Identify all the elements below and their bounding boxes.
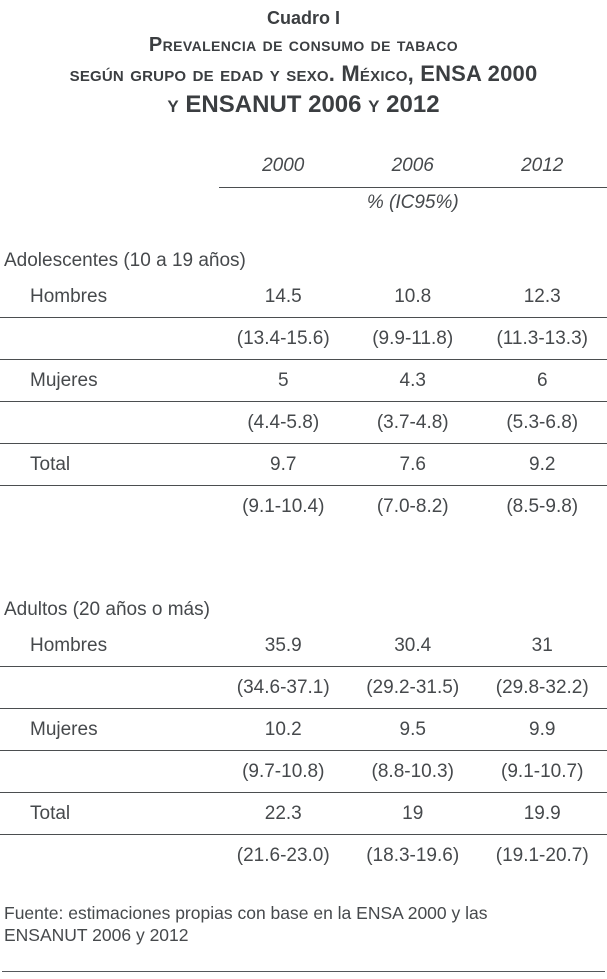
ci-2000: (34.6-37.1) (218, 666, 348, 709)
section-label: Adolescentes (10 a 19 años) (4, 250, 246, 271)
table-title: Cuadro I Prevalencia de consumo de tabac… (0, 0, 607, 121)
value-2000: 35.9 (218, 625, 348, 667)
ci-2006: (7.0-8.2) (376, 495, 449, 517)
ci-row-adolescentes-hombres: (13.4-15.6) (9.9-11.8) (11.3-13.3) (0, 317, 607, 360)
ci-row-adultos-hombres: (34.6-37.1) (29.2-31.5) (29.8-32.2) (0, 666, 607, 709)
ci-2012: (9.1-10.7) (477, 750, 607, 793)
value-2012: 19.9 (477, 792, 607, 835)
ci-2012: (5.3-6.8) (477, 401, 607, 444)
row-label: Mujeres (0, 359, 219, 402)
table-number: Cuadro I (266, 8, 340, 28)
empty-cell (0, 750, 219, 793)
table-row-adolescentes-mujeres: Mujeres 5 4.3 6 (0, 359, 607, 402)
ci-row-adultos-total: (21.6-23.0) (18.3-19.6) (19.1-20.7) (0, 835, 607, 877)
empty-cell (0, 486, 219, 528)
empty-cell (0, 401, 219, 444)
spacer-row (0, 218, 607, 240)
value-2012: 6 (477, 359, 607, 402)
value-2012: 9.2 (477, 443, 607, 486)
table-row-adultos-total: Total 22.3 19 19.9 (0, 792, 607, 835)
table-row-adolescentes-total: Total 9.7 7.6 9.2 (0, 443, 607, 486)
value-2012: 9.9 (477, 708, 607, 751)
value-2000: 14.5 (218, 276, 348, 318)
row-label: Hombres (0, 276, 219, 318)
ci-2000: (9.7-10.8) (218, 750, 348, 793)
source-note: Fuente: estimaciones propias con base en… (4, 903, 488, 945)
table-row-adolescentes-hombres: Hombres 14.5 10.8 12.3 (0, 276, 607, 318)
year-header-row: 2000 2006 2012 (0, 151, 607, 188)
prevalence-table: 2000 2006 2012 % (IC95%) Adolescentes (1… (0, 151, 607, 876)
ci-2012: (29.8-32.2) (477, 666, 607, 709)
value-2006: 7.6 (347, 443, 478, 486)
row-label: Total (0, 792, 219, 835)
ci-row-adolescentes-mujeres: (4.4-5.8) (3.7-4.8) (5.3-6.8) (0, 401, 607, 444)
table-title-line-2: Prevalencia de consumo de tabaco (148, 34, 459, 56)
ci-row-adultos-mujeres: (9.7-10.8) (8.8-10.3) (9.1-10.7) (0, 750, 607, 793)
section-header-adolescentes: Adolescentes (10 a 19 años) (0, 240, 607, 276)
measure-header-row: % (IC95%) (0, 188, 607, 219)
ci-2006: (29.2-31.5) (347, 666, 478, 709)
spacer-row (0, 527, 607, 589)
ci-2006: (8.8-10.3) (347, 750, 478, 793)
year-header-2000: 2000 (218, 151, 348, 188)
ci-2000: (9.1-10.4) (242, 495, 325, 517)
year-header-2006: 2006 (347, 151, 478, 188)
empty-cell (0, 317, 219, 360)
value-2006: 19 (347, 792, 478, 835)
table-title-line-4: y ENSANUT 2006 y 2012 (167, 91, 440, 118)
value-2006: 30.4 (347, 625, 478, 667)
value-2000: 10.2 (218, 708, 348, 751)
empty-header-cell (0, 151, 219, 188)
ci-2012: (19.1-20.7) (495, 844, 589, 866)
value-2000: 9.7 (218, 443, 348, 486)
measure-label: % (IC95%) (366, 192, 459, 213)
row-label: Mujeres (0, 708, 219, 751)
value-2012: 31 (477, 625, 607, 667)
ci-2000: (13.4-15.6) (218, 317, 348, 360)
value-2006: 4.3 (347, 359, 478, 402)
empty-cell (0, 666, 219, 709)
ci-row-adolescentes-total: (9.1-10.4) (7.0-8.2) (8.5-9.8) (0, 486, 607, 528)
value-2000: 22.3 (218, 792, 348, 835)
bottom-divider (2, 971, 605, 972)
ci-2012: (11.3-13.3) (477, 317, 607, 360)
empty-cell (0, 188, 219, 219)
value-2006: 9.5 (347, 708, 478, 751)
year-header-2012: 2012 (477, 151, 607, 188)
ci-2006: (3.7-4.8) (347, 401, 478, 444)
row-label: Total (0, 443, 219, 486)
section-label: Adultos (20 años o más) (4, 599, 210, 620)
empty-cell (0, 835, 219, 877)
value-2000: 5 (218, 359, 348, 402)
ci-2006: (18.3-19.6) (366, 844, 460, 866)
row-label: Hombres (0, 625, 219, 667)
value-2012: 12.3 (477, 276, 607, 318)
section-header-adultos: Adultos (20 años o más) (0, 589, 607, 625)
value-2006: 10.8 (347, 276, 478, 318)
table-title-line-3: según grupo de edad y sexo. México, ENSA… (69, 61, 538, 86)
table-row-adultos-hombres: Hombres 35.9 30.4 31 (0, 625, 607, 667)
table-row-adultos-mujeres: Mujeres 10.2 9.5 9.9 (0, 708, 607, 751)
ci-2000: (21.6-23.0) (236, 844, 330, 866)
ci-2000: (4.4-5.8) (218, 401, 348, 444)
ci-2006: (9.9-11.8) (347, 317, 478, 360)
ci-2012: (8.5-9.8) (506, 495, 579, 517)
